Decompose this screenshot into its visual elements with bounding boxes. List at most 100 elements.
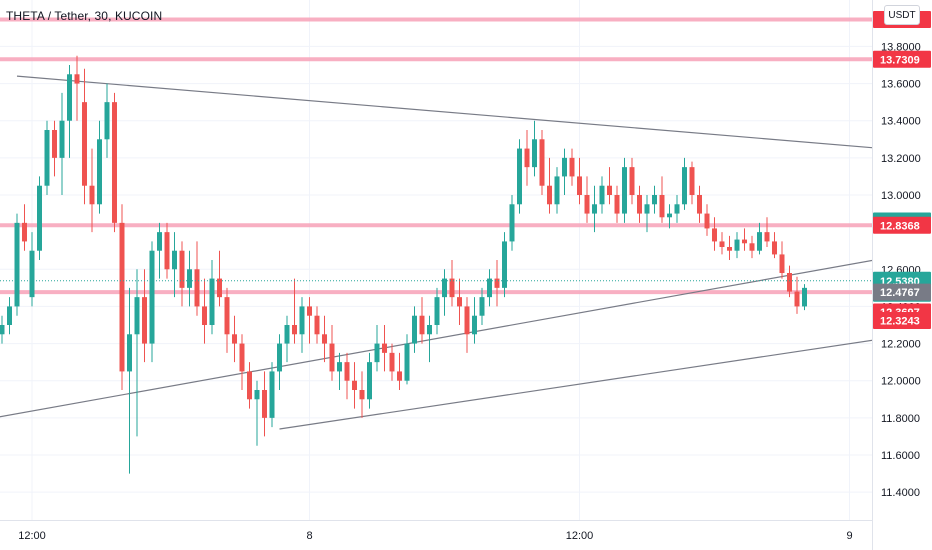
candle-body: [307, 306, 312, 316]
candle-body: [652, 195, 657, 205]
candle-body: [82, 102, 87, 186]
candle-body: [554, 176, 560, 205]
candle-body: [779, 254, 785, 273]
candle-body: [292, 325, 297, 335]
trendlines[interactable]: [0, 75, 932, 430]
candle-body: [254, 390, 260, 400]
candle-body: [622, 167, 627, 214]
candle-body: [569, 157, 575, 177]
candle-body: [742, 239, 747, 244]
candle-body: [127, 334, 132, 372]
candle-body: [262, 390, 267, 418]
time-axis-bg: [0, 521, 872, 550]
candle-body: [464, 306, 470, 335]
candle-body: [682, 167, 687, 205]
candle-body: [712, 228, 717, 242]
candle-body: [697, 195, 702, 214]
price-tag-box: [873, 216, 931, 234]
y-tick-label: 13.6000: [881, 79, 921, 91]
price-tags: 13.730912.860312.836812.538009:0312.4767…: [873, 11, 931, 329]
x-tick-label: 12:00: [566, 530, 594, 542]
y-tick-label: 13.2000: [881, 153, 921, 165]
candle-body: [149, 250, 155, 344]
candle-body: [494, 278, 500, 288]
candle-body: [794, 291, 800, 307]
candle-body: [479, 297, 485, 316]
candlestick-series: [0, 55, 807, 474]
y-tick-label: 11.6000: [881, 450, 920, 462]
candle-body: [442, 278, 447, 298]
candle-body: [607, 185, 612, 195]
candle-body: [0, 325, 5, 335]
candle-body: [374, 343, 380, 363]
trendline: [16, 75, 932, 154]
candle-body: [644, 204, 650, 214]
candle-body: [187, 269, 192, 288]
candle-body: [689, 167, 695, 195]
candle-body: [314, 315, 320, 335]
candle-body: [337, 362, 342, 372]
candle-body: [112, 102, 117, 223]
candle-body: [787, 273, 792, 292]
candle-body: [434, 297, 440, 325]
candle-body: [232, 334, 237, 344]
horizontal-levels[interactable]: [0, 17, 872, 295]
trendline: [279, 330, 932, 430]
candle-body: [14, 222, 20, 307]
candle-body: [449, 278, 455, 298]
candle-body: [344, 362, 350, 381]
candle-body: [217, 278, 222, 298]
candle-body: [614, 195, 620, 214]
candle-body: [719, 241, 725, 247]
price-tag-box: [873, 283, 931, 301]
candle-body: [547, 185, 552, 205]
candle-body: [329, 343, 335, 372]
price-tag-label: 13.7309: [880, 54, 920, 66]
candle-body: [29, 250, 35, 298]
currency-button[interactable]: USDT: [884, 5, 920, 25]
candle-body: [97, 139, 102, 205]
x-tick-label: 12:00: [18, 530, 46, 542]
price-tag-box: [873, 50, 931, 68]
candle-body: [472, 315, 477, 335]
candle-body: [239, 343, 245, 372]
candle-body: [727, 247, 732, 251]
y-tick-label: 11.4000: [881, 487, 920, 499]
candle-body: [517, 148, 522, 205]
candle-body: [224, 297, 230, 335]
candle-body: [487, 278, 492, 298]
candle-body: [757, 232, 762, 251]
y-tick-label: 13.8000: [881, 41, 921, 53]
candle-body: [772, 241, 777, 255]
candle-body: [134, 297, 140, 335]
candle-body: [577, 176, 582, 195]
candle-body: [674, 204, 680, 214]
y-tick-label: 13.4000: [881, 116, 921, 128]
y-tick-label: 11.8000: [881, 413, 920, 425]
candle-body: [539, 139, 545, 186]
candle-body: [119, 222, 125, 372]
candle-body: [599, 185, 605, 205]
candle-body: [67, 74, 72, 121]
candle-body: [352, 380, 357, 390]
symbol-legend[interactable]: THETA / Tether, 30, KUCOIN: [6, 9, 163, 23]
candle-body: [397, 371, 402, 381]
candle-body: [427, 325, 432, 335]
candle-body: [704, 213, 710, 229]
candle-body: [457, 297, 462, 307]
candle-body: [764, 232, 770, 242]
candle-body: [629, 167, 635, 195]
candle-body: [734, 239, 740, 251]
candle-body: [284, 325, 290, 344]
price-tag-label: 12.4767: [880, 287, 920, 299]
candle-body: [194, 269, 200, 307]
candle-body: [389, 352, 395, 372]
candle-body: [382, 343, 387, 353]
candle-body: [7, 306, 12, 325]
candle-body: [502, 241, 507, 288]
candle-body: [659, 195, 665, 218]
y-tick-label: 13.0000: [881, 190, 921, 202]
candle-body: [562, 157, 567, 177]
candle-body: [404, 343, 410, 381]
